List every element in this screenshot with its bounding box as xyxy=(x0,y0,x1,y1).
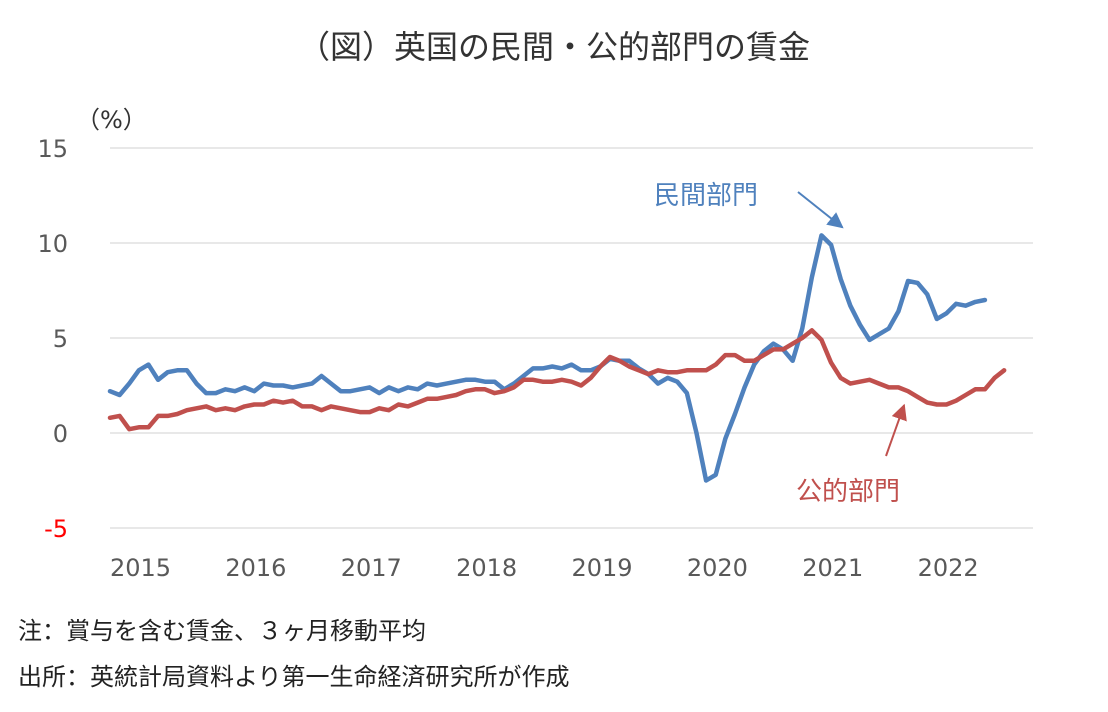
series-line-private xyxy=(107,233,988,483)
series-lines xyxy=(107,233,1007,483)
annotation-arrow xyxy=(797,191,844,229)
annotation-arrow xyxy=(885,403,907,457)
x-tick-label: 2016 xyxy=(225,554,286,582)
y-tick-label: 10 xyxy=(37,230,68,258)
y-axis-label: （%） xyxy=(76,106,147,134)
x-axis-ticks: 2015 2016 2017 2018 2019 2020 2021 2022 xyxy=(110,554,979,582)
annotation-label: 公的部門 xyxy=(796,477,900,507)
chart-title: （図）英国の民間・公的部門の賃金 xyxy=(297,28,810,66)
x-tick-label: 2020 xyxy=(687,554,748,582)
x-tick-label: 2018 xyxy=(456,554,517,582)
x-tick-label: 2019 xyxy=(572,554,633,582)
x-tick-label: 2017 xyxy=(341,554,402,582)
gridlines xyxy=(110,147,1033,529)
source-line: 出所：英統計局資料より第一生命経済研究所が作成 xyxy=(18,663,570,691)
y-tick-label: 15 xyxy=(37,135,68,163)
annotation-label: 民間部門 xyxy=(654,181,758,211)
y-axis-ticks: 15 10 5 0 -5 xyxy=(37,135,68,543)
series-line-public xyxy=(107,328,1007,432)
y-tick-label: 0 xyxy=(53,420,68,448)
x-tick-label: 2022 xyxy=(918,554,979,582)
line-chart: 15 10 5 0 -5 2015 2016 2017 2018 2019 2020 2021 202… xyxy=(37,106,1033,582)
y-tick-label: 5 xyxy=(53,325,68,353)
x-tick-label: 2015 xyxy=(110,554,171,582)
note-line: 注：賞与を含む賃金、３ヶ月移動平均 xyxy=(18,617,426,645)
footnotes: 注：賞与を含む賃金、３ヶ月移動平均 出所：英統計局資料より第一生命経済研究所が作… xyxy=(18,608,570,700)
x-tick-label: 2021 xyxy=(802,554,863,582)
y-tick-label: -5 xyxy=(44,515,68,543)
